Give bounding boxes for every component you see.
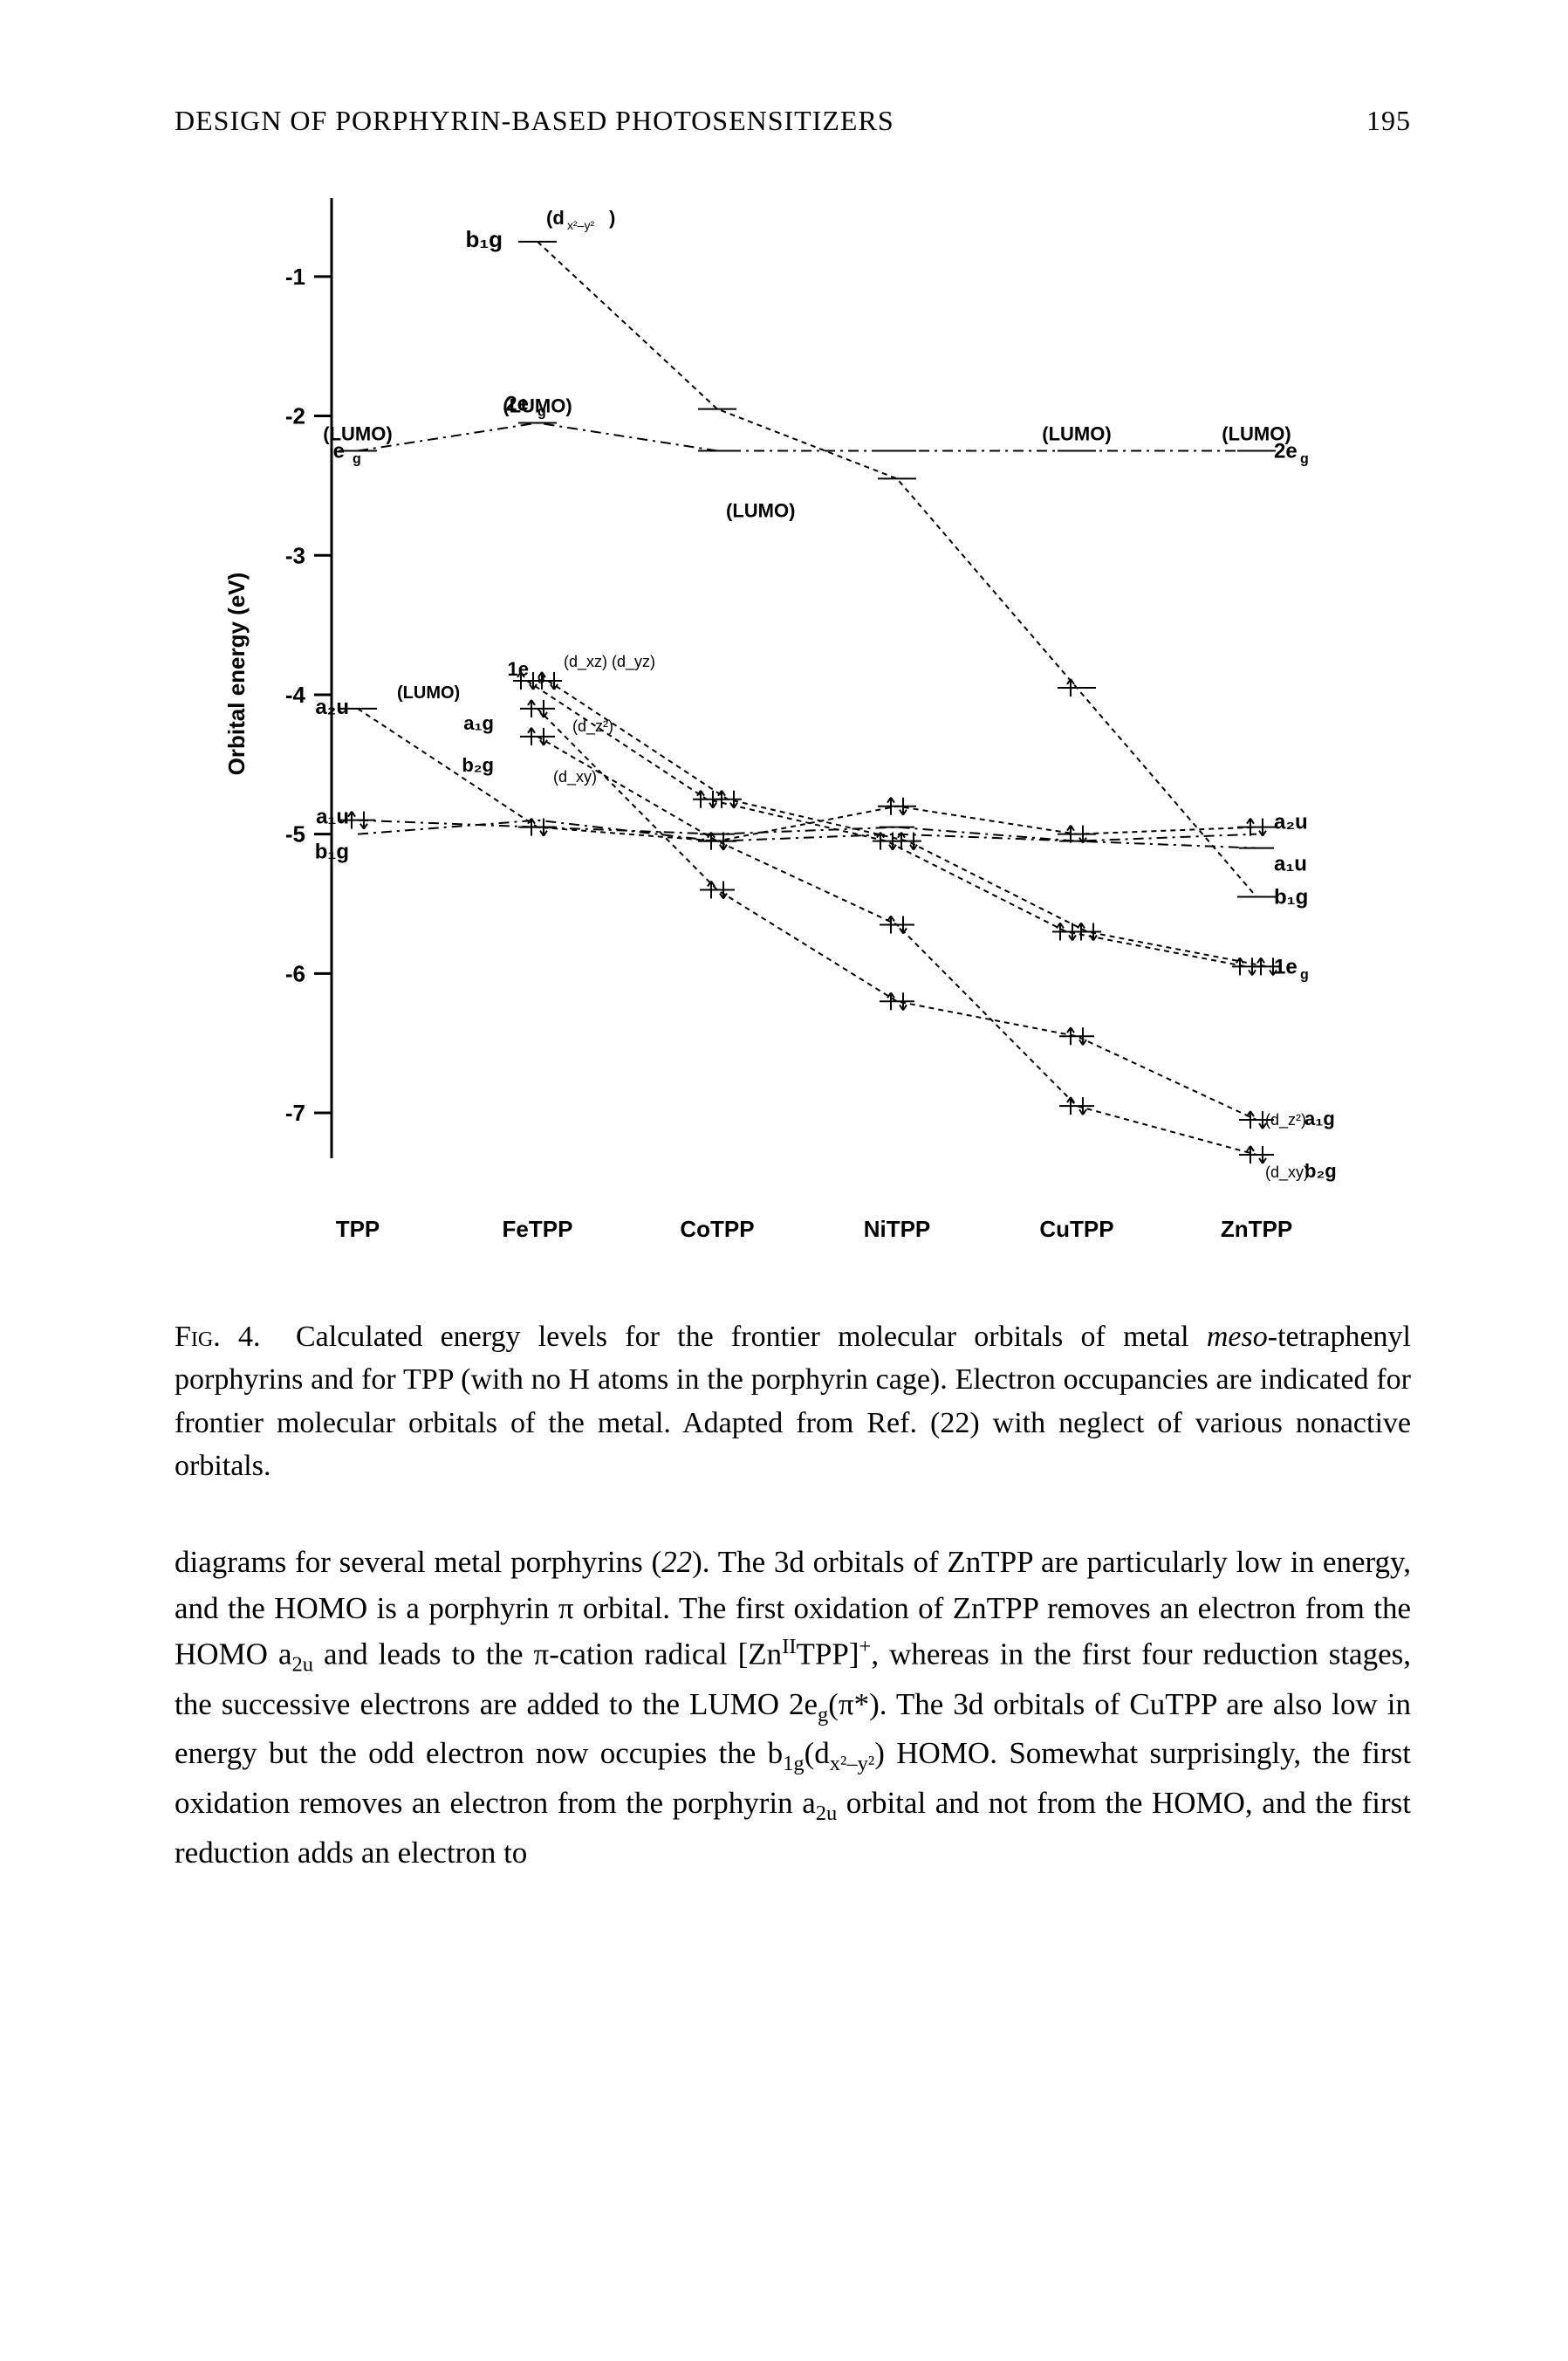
t: diagrams for several metal porphyrins (: [175, 1545, 661, 1579]
svg-text:a₂u: a₂u: [1274, 811, 1308, 834]
svg-text:CuTPP: CuTPP: [1039, 1216, 1113, 1242]
sub: x²–y²: [830, 1752, 874, 1775]
svg-text:g: g: [1300, 451, 1309, 466]
figure-caption: Fig. 4. Calculated energy levels for the…: [175, 1315, 1411, 1487]
sup: +: [859, 1635, 871, 1658]
sub: 2u: [816, 1802, 838, 1825]
svg-text:a₂u: a₂u: [315, 696, 349, 719]
svg-text:b₂g: b₂g: [462, 754, 494, 776]
svg-text:): ): [609, 207, 615, 229]
svg-text:g: g: [1300, 967, 1309, 982]
svg-text:(d_xy): (d_xy): [1265, 1163, 1309, 1182]
svg-text:a₁g: a₁g: [463, 712, 494, 734]
svg-text:x²–y²: x²–y²: [567, 218, 594, 232]
svg-text:ZnTPP: ZnTPP: [1221, 1216, 1292, 1242]
svg-text:-1: -1: [285, 264, 305, 290]
chart-svg: -1 -2 -3 -4 -5 -6 -7 Orbital energy (eV) TPP FeTP…: [209, 181, 1344, 1280]
svg-text:b₁g: b₁g: [315, 841, 349, 864]
svg-text:(d_xy): (d_xy): [553, 768, 597, 786]
svg-text:2e: 2e: [505, 393, 529, 416]
sub: 1g: [783, 1752, 805, 1775]
svg-text:g: g: [538, 405, 546, 420]
svg-text:(d_xz) (d_yz): (d_xz) (d_yz): [564, 653, 655, 671]
svg-text:1e: 1e: [1274, 955, 1298, 978]
svg-text:Orbital energy (eV): Orbital energy (eV): [223, 573, 250, 776]
svg-text:-4: -4: [285, 682, 306, 708]
sup: II: [782, 1635, 796, 1658]
svg-text:(d: (d: [546, 207, 565, 229]
svg-text:FeTPP: FeTPP: [503, 1216, 573, 1242]
running-title: DESIGN OF PORPHYRIN-BASED PHOTOSENSITIZE…: [175, 105, 894, 137]
svg-text:-2: -2: [285, 403, 305, 429]
svg-text:(LUMO): (LUMO): [1042, 422, 1111, 444]
svg-text:b₂g: b₂g: [1304, 1160, 1337, 1182]
caption-t0: Calculated energy levels for the frontie…: [296, 1321, 1207, 1353]
body-paragraph: diagrams for several metal porphyrins (2…: [175, 1540, 1411, 1876]
page-header: DESIGN OF PORPHYRIN-BASED PHOTOSENSITIZE…: [175, 105, 1411, 137]
svg-text:g: g: [353, 451, 361, 466]
svg-text:-3: -3: [285, 542, 305, 568]
svg-text:-6: -6: [285, 960, 305, 986]
svg-text:e: e: [333, 439, 345, 463]
svg-text:TPP: TPP: [336, 1216, 380, 1242]
svg-text:(d_z²): (d_z²): [572, 717, 613, 736]
svg-text:b₁g: b₁g: [1274, 886, 1308, 909]
svg-text:NiTPP: NiTPP: [864, 1216, 931, 1242]
svg-text:b₁g: b₁g: [465, 226, 503, 252]
svg-text:1e: 1e: [508, 658, 529, 680]
caption-meso: meso: [1207, 1321, 1268, 1353]
t: TPP]: [797, 1637, 859, 1671]
sub: g: [818, 1703, 828, 1726]
t: (d: [805, 1736, 830, 1770]
svg-text:-7: -7: [285, 1100, 305, 1126]
svg-text:(d_z²): (d_z²): [1265, 1111, 1306, 1129]
svg-text:g: g: [538, 669, 545, 683]
t: and leads to the π-cation radical [Zn: [313, 1637, 782, 1671]
svg-text:-5: -5: [285, 821, 305, 848]
svg-text:(LUMO): (LUMO): [397, 683, 460, 703]
svg-text:CoTPP: CoTPP: [680, 1216, 754, 1242]
energy-level-diagram: -1 -2 -3 -4 -5 -6 -7 Orbital energy (eV) TPP FeTP…: [209, 181, 1411, 1280]
caption-label: Fig. 4.: [175, 1321, 260, 1353]
ref22: 22: [661, 1545, 692, 1579]
svg-text:a₁g: a₁g: [1304, 1108, 1335, 1129]
svg-text:2e: 2e: [1274, 439, 1298, 463]
sub: 2u: [292, 1653, 314, 1677]
svg-text:a₁u: a₁u: [1274, 853, 1307, 876]
svg-text:(LUMO): (LUMO): [726, 499, 795, 521]
svg-text:a₁u: a₁u: [316, 806, 349, 829]
page-number: 195: [1366, 105, 1411, 137]
